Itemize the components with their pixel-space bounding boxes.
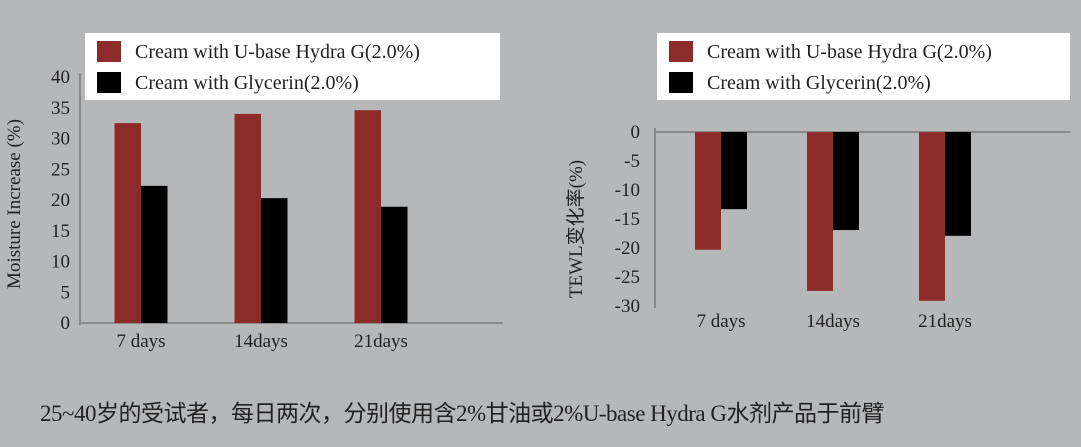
chart1-bar-hydra-g [234, 113, 261, 324]
chart2-y-tick-label: -10 [615, 180, 640, 201]
chart1-legend [85, 33, 500, 100]
chart2-y-tick-label: -15 [615, 209, 640, 230]
chart2-legend-label: Cream with U-base Hydra G(2.0%) [707, 41, 992, 63]
chart1-y-tick-label: 5 [61, 282, 71, 303]
chart2-x-tick-label: 14days [806, 311, 860, 332]
chart2-y-tick-label: -30 [615, 296, 640, 317]
chart2-legend-swatch [669, 41, 693, 62]
chart2-bar-glycerin [833, 132, 859, 231]
chart1-bar-glycerin [261, 198, 288, 323]
chart2-legend-label: Cream with Glycerin(2.0%) [707, 72, 931, 94]
chart2-bar-hydra-g [807, 132, 833, 291]
chart2-legend [657, 33, 1070, 100]
chart1-bar-glycerin [381, 206, 408, 323]
chart1-y-tick-label: 25 [51, 159, 70, 180]
chart2-bar-hydra-g [919, 132, 945, 301]
chart2-y-tick-label: -5 [624, 151, 640, 172]
chart1-legend-swatch [97, 41, 121, 62]
chart2-y-axis-label: TEWL变化率(%) [565, 160, 587, 298]
chart1-bar-hydra-g [114, 123, 141, 323]
chart1-legend-label: Cream with Glycerin(2.0%) [135, 72, 359, 94]
figure-caption: 25~40岁的受试者，每日两次，分别使用含2%甘油或2%U-base Hydra… [40, 401, 885, 426]
chart1-y-tick-label: 35 [51, 98, 70, 119]
chart1-x-tick-label: 21days [354, 331, 408, 352]
chart1-x-tick-label: 14days [234, 331, 288, 352]
chart2-legend-swatch [669, 72, 693, 93]
chart1-y-tick-label: 20 [51, 190, 70, 211]
chart1-legend-swatch [97, 72, 121, 93]
chart2-bar-glycerin [721, 132, 747, 210]
chart2-x-tick-label: 7 days [696, 311, 745, 332]
chart1-y-tick-label: 10 [51, 252, 70, 273]
chart2-bar-hydra-g [695, 132, 721, 250]
chart2-y-tick-label: 0 [631, 122, 641, 143]
chart1-y-tick-label: 15 [51, 221, 70, 242]
chart1-legend-label: Cream with U-base Hydra G(2.0%) [135, 41, 420, 63]
chart1-y-tick-label: 30 [51, 129, 70, 150]
chart1-y-tick-label: 0 [61, 313, 71, 334]
chart2-y-tick-label: -25 [615, 267, 640, 288]
chart1-bar-glycerin [141, 185, 168, 323]
chart2-bar-glycerin [945, 132, 971, 236]
chart1-bar-hydra-g [354, 110, 381, 324]
chart1-x-tick-label: 7 days [116, 331, 165, 352]
chart2-x-tick-label: 21days [918, 311, 972, 332]
chart1-y-tick-label: 40 [51, 67, 70, 88]
chart1-y-axis-label: Moisture Increase (%) [4, 119, 25, 289]
chart2-y-tick-label: -20 [615, 238, 640, 259]
